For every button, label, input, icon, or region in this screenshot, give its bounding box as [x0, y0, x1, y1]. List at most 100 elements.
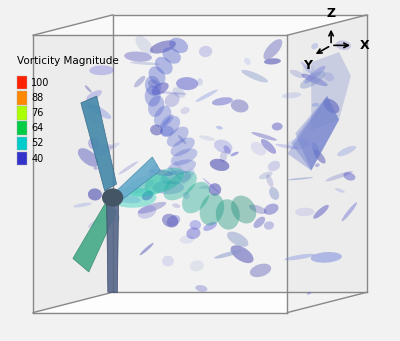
Ellipse shape [195, 285, 207, 292]
Ellipse shape [324, 72, 334, 81]
FancyBboxPatch shape [17, 152, 27, 165]
Text: 76: 76 [31, 108, 44, 118]
Ellipse shape [250, 264, 271, 277]
Ellipse shape [214, 250, 242, 258]
Ellipse shape [118, 161, 138, 175]
Ellipse shape [287, 177, 313, 180]
Ellipse shape [142, 191, 153, 201]
Ellipse shape [266, 174, 273, 188]
Ellipse shape [301, 74, 328, 86]
Ellipse shape [313, 205, 329, 219]
Ellipse shape [203, 178, 220, 194]
Polygon shape [33, 15, 113, 313]
Ellipse shape [89, 65, 114, 75]
Ellipse shape [148, 164, 158, 176]
Ellipse shape [167, 127, 188, 147]
Ellipse shape [186, 227, 200, 239]
Ellipse shape [337, 146, 356, 156]
Ellipse shape [324, 99, 339, 114]
Polygon shape [311, 52, 351, 130]
Ellipse shape [172, 204, 180, 208]
Ellipse shape [190, 260, 204, 271]
Ellipse shape [251, 142, 266, 155]
Text: 52: 52 [31, 138, 44, 148]
Ellipse shape [312, 103, 320, 107]
Ellipse shape [124, 51, 152, 62]
FancyBboxPatch shape [17, 91, 27, 105]
Ellipse shape [160, 115, 174, 128]
Ellipse shape [130, 62, 160, 65]
Ellipse shape [148, 66, 166, 85]
FancyBboxPatch shape [17, 137, 27, 150]
Ellipse shape [304, 66, 326, 84]
Text: 64: 64 [31, 123, 44, 133]
Ellipse shape [145, 86, 161, 107]
Ellipse shape [170, 137, 195, 156]
Ellipse shape [335, 188, 345, 193]
Ellipse shape [165, 93, 180, 107]
Ellipse shape [180, 107, 190, 114]
Ellipse shape [288, 139, 310, 149]
Ellipse shape [160, 170, 191, 184]
Text: 88: 88 [31, 93, 44, 103]
Ellipse shape [171, 148, 198, 165]
Ellipse shape [94, 166, 98, 170]
Ellipse shape [200, 194, 224, 225]
Ellipse shape [303, 65, 315, 77]
Ellipse shape [155, 57, 173, 75]
Ellipse shape [244, 58, 251, 65]
Ellipse shape [152, 181, 184, 194]
Text: Vorticity Magnitude: Vorticity Magnitude [17, 56, 119, 66]
Polygon shape [295, 96, 339, 170]
Ellipse shape [87, 111, 98, 124]
Ellipse shape [161, 116, 180, 137]
Ellipse shape [241, 70, 268, 83]
Ellipse shape [300, 71, 326, 89]
Ellipse shape [269, 187, 279, 200]
Ellipse shape [85, 85, 92, 93]
Ellipse shape [73, 203, 92, 207]
Ellipse shape [150, 40, 176, 54]
Ellipse shape [144, 168, 184, 194]
Ellipse shape [88, 189, 102, 201]
Polygon shape [73, 204, 116, 272]
Ellipse shape [342, 202, 357, 221]
Ellipse shape [199, 46, 212, 57]
Ellipse shape [259, 172, 272, 179]
Ellipse shape [313, 149, 326, 164]
Ellipse shape [109, 188, 156, 208]
Text: 100: 100 [31, 77, 50, 88]
Ellipse shape [145, 76, 161, 96]
Ellipse shape [162, 214, 178, 227]
Ellipse shape [231, 196, 256, 223]
Ellipse shape [81, 106, 98, 109]
Ellipse shape [199, 135, 215, 141]
Ellipse shape [88, 219, 102, 228]
Ellipse shape [85, 102, 111, 119]
Ellipse shape [169, 38, 188, 53]
Ellipse shape [203, 222, 217, 231]
Ellipse shape [276, 144, 298, 149]
Ellipse shape [284, 254, 315, 260]
Ellipse shape [295, 208, 314, 216]
Ellipse shape [150, 124, 163, 135]
Ellipse shape [148, 79, 159, 88]
Ellipse shape [209, 183, 221, 196]
Ellipse shape [136, 35, 153, 55]
Ellipse shape [138, 205, 156, 219]
Ellipse shape [264, 204, 278, 215]
Ellipse shape [156, 91, 187, 94]
Ellipse shape [182, 182, 210, 213]
Ellipse shape [231, 99, 248, 113]
Polygon shape [287, 15, 367, 313]
Ellipse shape [182, 192, 190, 199]
Ellipse shape [230, 245, 254, 263]
Polygon shape [116, 157, 160, 201]
Ellipse shape [109, 143, 120, 149]
Ellipse shape [227, 232, 248, 247]
Ellipse shape [166, 215, 180, 227]
Ellipse shape [216, 126, 223, 130]
Ellipse shape [264, 39, 282, 60]
Ellipse shape [196, 90, 218, 102]
Ellipse shape [182, 168, 194, 184]
